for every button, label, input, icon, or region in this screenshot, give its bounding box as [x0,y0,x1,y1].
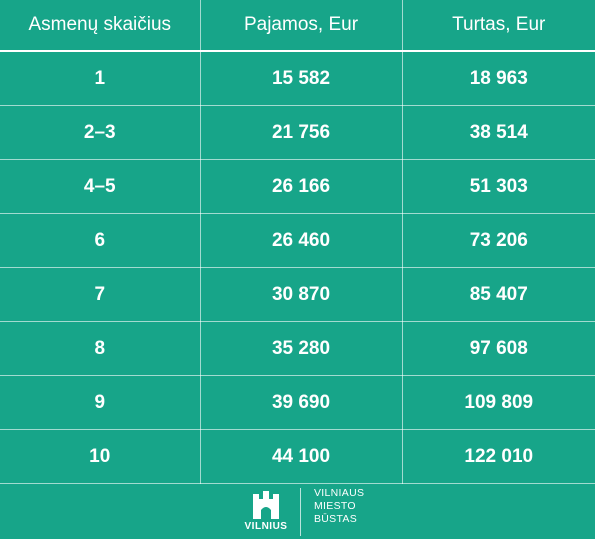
table-row: 8 35 280 97 608 [0,321,595,376]
table-row: 10 44 100 122 010 [0,429,595,484]
cell-income: 30 870 [200,267,403,322]
cell-income: 39 690 [200,375,403,430]
cell-household-size: 10 [0,429,201,484]
table-row: 1 15 582 18 963 [0,51,595,106]
cell-household-size: 8 [0,321,201,376]
vilnius-logo: VILNIUS [236,486,296,539]
table-row: 6 26 460 73 206 [0,213,595,268]
table-row: 2–3 21 756 38 514 [0,105,595,160]
cell-household-size: 7 [0,267,201,322]
cell-assets: 97 608 [402,321,595,376]
table-header-row: Asmenų skaičius Pajamos, Eur Turtas, Eur [0,0,595,51]
footer-branding: VILNIUS VILNIAUS MIESTO BŪSTAS [0,486,595,539]
cell-assets: 122 010 [402,429,595,484]
cell-income: 44 100 [200,429,403,484]
table-row: 9 39 690 109 809 [0,375,595,430]
brand-line: VILNIAUS [314,487,365,499]
cell-household-size: 9 [0,375,201,430]
cell-household-size: 2–3 [0,105,201,160]
logo-wordmark: VILNIUS [244,521,288,532]
cell-assets: 73 206 [402,213,595,268]
cell-income: 35 280 [200,321,403,376]
income-table: Asmenų skaičius Pajamos, Eur Turtas, Eur… [0,0,595,484]
cell-assets: 38 514 [402,105,595,160]
cell-household-size: 6 [0,213,201,268]
brand-name: VILNIAUS MIESTO BŪSTAS [314,487,364,526]
cell-income: 21 756 [200,105,403,160]
cell-income: 26 460 [200,213,403,268]
cell-household-size: 4–5 [0,159,201,214]
cell-assets: 51 303 [402,159,595,214]
cell-assets: 109 809 [402,375,595,430]
brand-line: MIESTO [314,500,356,512]
table-row: 7 30 870 85 407 [0,267,595,322]
brand-line: BŪSTAS [314,513,358,525]
cell-income: 15 582 [200,51,403,106]
tower-icon [253,491,279,519]
header-household-size: Asmenų skaičius [0,0,201,51]
cell-household-size: 1 [0,51,201,106]
header-income: Pajamos, Eur [200,0,403,51]
table-row: 4–5 26 166 51 303 [0,159,595,214]
cell-income: 26 166 [200,159,403,214]
cell-assets: 85 407 [402,267,595,322]
cell-assets: 18 963 [402,51,595,106]
header-assets: Turtas, Eur [452,14,546,35]
footer-divider [300,488,301,536]
